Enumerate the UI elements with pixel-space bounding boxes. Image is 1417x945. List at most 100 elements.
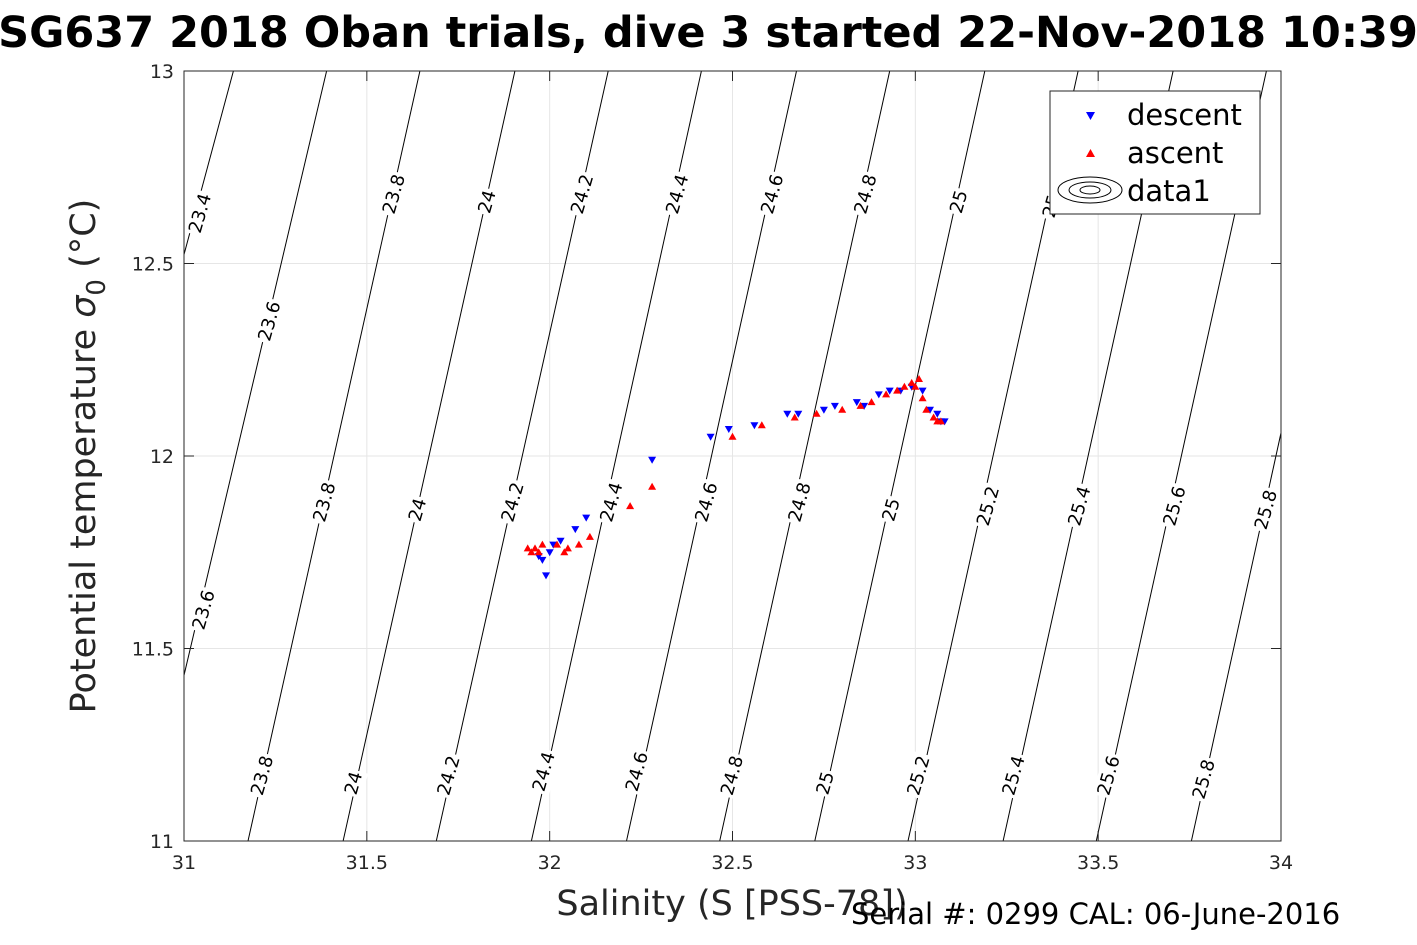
contour-label-background <box>971 481 1006 531</box>
x-tick-label: 31.5 <box>346 852 388 874</box>
descent-point <box>819 406 828 414</box>
ascent-point <box>867 398 876 406</box>
descent-point <box>545 549 554 557</box>
contour-label-background <box>902 751 936 800</box>
ascent-point <box>922 405 931 413</box>
contour-label-background <box>245 751 280 800</box>
ascent-point <box>538 540 547 548</box>
contour-label-background <box>595 478 629 527</box>
contour-label-background <box>1187 755 1221 804</box>
x-tick-label: 32 <box>538 852 562 874</box>
descent-point <box>549 541 558 549</box>
ascent-point <box>856 401 865 409</box>
x-axis-label: Salinity (S [PSS-78]) <box>556 884 907 924</box>
contour-label-background <box>403 494 433 526</box>
ascent-point <box>900 382 909 390</box>
contour-label-background <box>756 170 790 219</box>
ascent-point <box>893 386 902 394</box>
contour-label-background <box>690 478 724 527</box>
ascent-point <box>882 390 891 398</box>
legend-contour-label: data1 <box>1127 174 1211 208</box>
legend-contour-icon <box>1057 176 1123 204</box>
y-axis-label: Potential temperature σ0 (°C) <box>64 199 112 714</box>
contour-label-background <box>661 170 695 219</box>
ascent-point <box>527 548 536 556</box>
contour-label-background <box>715 751 750 800</box>
legend-ascent-marker <box>1086 149 1095 157</box>
chart-title: SG637 2018 Oban trials, dive 3 started 2… <box>0 8 1417 58</box>
y-axis-label-main: Potential temperature <box>64 318 104 714</box>
ascent-point <box>563 544 572 552</box>
legend-descent-marker <box>1086 112 1095 120</box>
contour-label-background <box>308 478 342 527</box>
descent-point <box>874 391 883 399</box>
descent-point <box>571 526 580 534</box>
ascent-point <box>531 544 539 552</box>
descent-point <box>830 402 839 410</box>
contour-label-background <box>945 186 974 218</box>
contour-label-background <box>432 751 466 800</box>
ascent-point <box>929 413 938 421</box>
ascent-point <box>918 394 927 402</box>
ascent-point <box>534 548 543 556</box>
contour-label-background <box>877 494 906 526</box>
axes: 31 31.5 32 32.5 33 33.5 34 11 11.5 12 12.5 13 <box>132 61 1293 874</box>
y-tick-label: 12 <box>150 446 174 468</box>
x-tick-label: 34 <box>1269 852 1293 874</box>
ascent-point <box>626 502 635 510</box>
descent-point <box>926 406 934 414</box>
contour-label-background <box>1158 481 1192 531</box>
contour-label-background <box>849 170 883 219</box>
contour-label-background <box>811 767 840 799</box>
y-tick-label: 11.5 <box>132 639 174 661</box>
y-tick-label: 13 <box>150 61 174 83</box>
ascent-point <box>574 540 583 548</box>
contour-label-background <box>377 170 411 219</box>
y-axis-label-sigma: σ <box>64 294 104 318</box>
legend-descent-label: descent <box>1127 98 1242 132</box>
ascent-point <box>523 544 532 552</box>
legend: descent ascent data1 <box>1049 90 1261 215</box>
ascent-point <box>915 375 923 382</box>
contour-label-background <box>496 478 530 527</box>
ascent-point <box>553 540 561 548</box>
contour-label-background <box>527 747 561 796</box>
descent-point <box>538 556 547 564</box>
contour-label-background <box>620 747 655 796</box>
contour-label-background <box>253 297 287 346</box>
descent-point <box>783 410 792 418</box>
contour-label-background <box>1092 751 1126 800</box>
y-axis-label-unit: (°C) <box>64 199 104 279</box>
ascent-point <box>585 532 594 540</box>
serial-calibration-note: Serial #: 0299 CAL: 06-June-2016 <box>851 897 1341 931</box>
descent-point <box>885 387 894 395</box>
legend-ascent-label: ascent <box>1127 136 1223 170</box>
contour-label-background <box>187 585 221 635</box>
contour-line-23-4 <box>184 71 234 257</box>
ascent-point <box>790 413 799 421</box>
contour-label-background <box>1249 485 1284 535</box>
descent-point <box>860 402 869 410</box>
contour-label: 24 <box>473 186 502 218</box>
descent-point <box>852 399 861 407</box>
contour-label-background <box>565 170 600 219</box>
descent-point <box>648 456 657 464</box>
descent-point <box>542 572 550 580</box>
x-tick-label: 33 <box>903 852 927 874</box>
contour-label-background <box>183 189 218 238</box>
contour-label-background <box>473 186 502 218</box>
contour-label-background <box>997 751 1031 800</box>
contour-label-background <box>339 767 369 799</box>
descent-point <box>794 410 803 418</box>
descent-point <box>556 537 565 545</box>
descent-point <box>940 418 949 426</box>
y-tick-label: 11 <box>150 831 174 853</box>
descent-point <box>706 433 715 441</box>
y-tick-label: 12.5 <box>132 254 174 276</box>
descent-point <box>724 426 733 433</box>
ascent-point <box>728 432 737 440</box>
x-tick-label: 32.5 <box>711 852 753 874</box>
contour-label-background <box>1063 481 1097 531</box>
